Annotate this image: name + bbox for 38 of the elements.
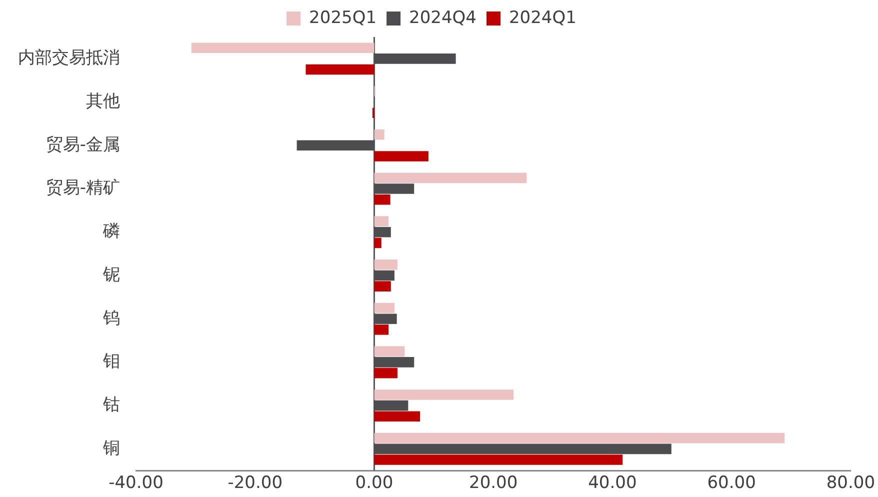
y-tick-label: 铌 <box>102 264 120 285</box>
bar <box>374 151 428 162</box>
bar <box>374 172 527 184</box>
legend-label: 2024Q4 <box>409 8 476 28</box>
bar <box>374 390 514 400</box>
x-tick-label: -40.00 <box>108 473 164 494</box>
bar <box>374 368 398 378</box>
bar <box>306 64 374 75</box>
bar <box>374 302 394 314</box>
bar <box>374 238 382 248</box>
bar <box>374 324 389 335</box>
y-tick-label: 贸易-金属 <box>46 134 120 155</box>
bar <box>374 259 398 270</box>
x-tick-label: 0.00 <box>355 473 394 494</box>
bar <box>374 216 389 226</box>
x-tick-label: 60.00 <box>707 473 756 494</box>
bar <box>374 411 420 422</box>
x-tick-label: 20.00 <box>468 473 518 494</box>
bar <box>374 454 623 465</box>
x-tick-label: 80.00 <box>826 473 875 494</box>
legend-label: 2024Q1 <box>508 8 576 28</box>
y-tick-label: 贸易-精矿 <box>46 178 120 198</box>
y-tick-label: 磷 <box>102 222 120 242</box>
bar <box>374 432 785 444</box>
bar <box>374 346 405 357</box>
bar <box>374 129 384 140</box>
y-tick-label: 钼 <box>102 352 120 372</box>
legend-label: 2025Q1 <box>309 8 377 28</box>
y-tick-label: 铜 <box>102 438 120 458</box>
x-tick-label: 40.00 <box>588 473 637 494</box>
x-tick-label: -20.00 <box>228 473 283 494</box>
bar <box>374 194 390 205</box>
y-tick-label: 钨 <box>102 308 120 328</box>
y-tick-label: 其他 <box>86 91 120 112</box>
y-tick-label: 钴 <box>102 394 120 415</box>
bar <box>191 42 374 53</box>
bar <box>374 281 391 292</box>
y-tick-label: 内部交易抵消 <box>18 48 120 68</box>
